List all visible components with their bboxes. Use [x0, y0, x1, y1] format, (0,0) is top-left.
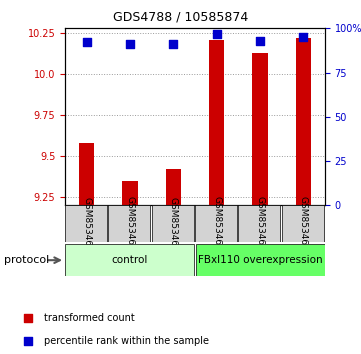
- Text: GSM853462: GSM853462: [82, 196, 91, 251]
- FancyBboxPatch shape: [65, 244, 193, 276]
- Point: [84, 40, 90, 45]
- Point: [257, 38, 263, 44]
- Text: GSM853466: GSM853466: [256, 196, 264, 251]
- Text: GSM853464: GSM853464: [169, 196, 178, 251]
- Point: [266, 241, 272, 247]
- Bar: [296, 38, 311, 205]
- Point: [266, 32, 272, 38]
- FancyBboxPatch shape: [282, 205, 323, 242]
- Bar: [166, 169, 181, 205]
- Text: protocol: protocol: [4, 255, 49, 265]
- Point: [170, 41, 176, 47]
- Bar: [209, 40, 224, 205]
- Point: [300, 34, 306, 40]
- Text: GSM853465: GSM853465: [212, 196, 221, 251]
- Bar: [122, 181, 138, 205]
- Bar: [79, 143, 94, 205]
- FancyBboxPatch shape: [195, 205, 237, 242]
- FancyBboxPatch shape: [238, 205, 280, 242]
- Text: FBxl110 overexpression: FBxl110 overexpression: [197, 255, 322, 265]
- FancyBboxPatch shape: [65, 205, 107, 242]
- Bar: [252, 53, 268, 205]
- Text: GSM853467: GSM853467: [299, 196, 308, 251]
- FancyBboxPatch shape: [196, 244, 325, 276]
- Text: GDS4788 / 10585874: GDS4788 / 10585874: [113, 11, 248, 24]
- Text: percentile rank within the sample: percentile rank within the sample: [44, 336, 209, 346]
- FancyBboxPatch shape: [152, 205, 193, 242]
- Point: [214, 31, 219, 36]
- Point: [127, 41, 133, 47]
- FancyBboxPatch shape: [108, 205, 150, 242]
- Text: GSM853463: GSM853463: [126, 196, 134, 251]
- Text: transformed count: transformed count: [44, 313, 135, 323]
- Text: control: control: [112, 255, 148, 265]
